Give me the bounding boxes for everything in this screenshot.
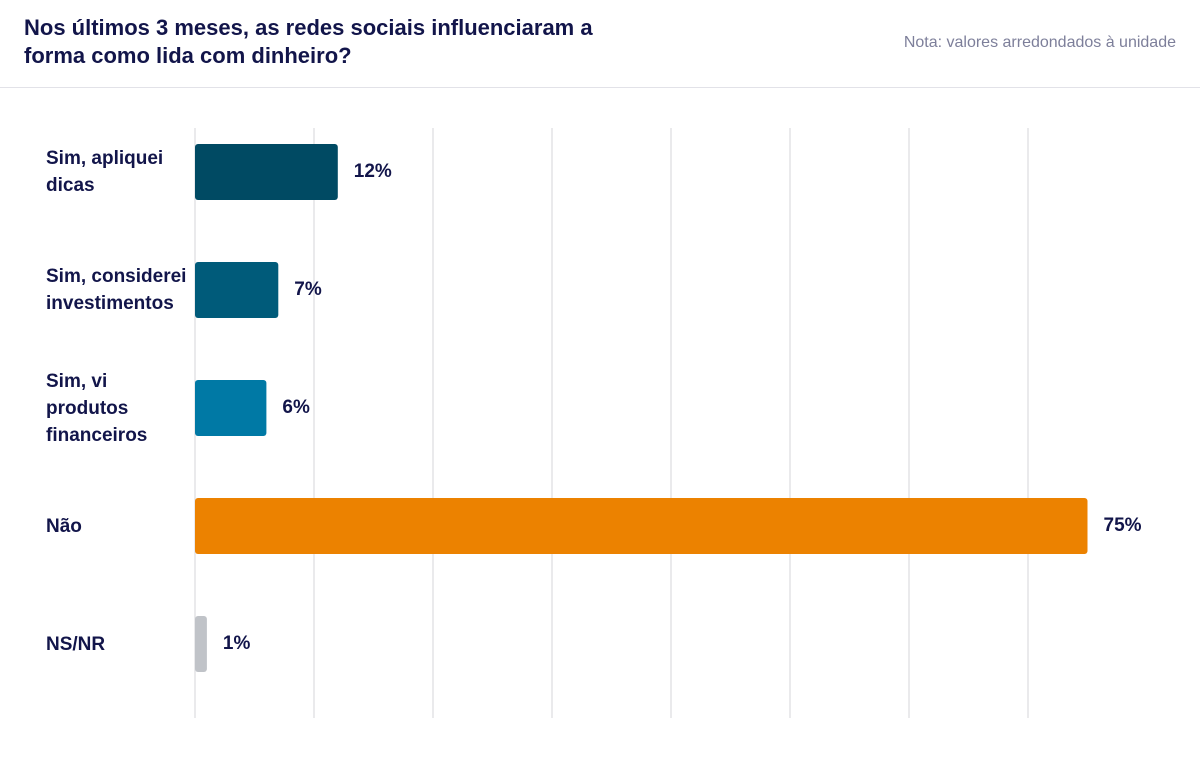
category-label: NS/NR [46,633,106,655]
bar [195,616,207,672]
note: Nota: valores arredondados à unidade [903,34,1176,51]
category-label: Sim, considerei investimentos [46,266,187,314]
category-label: Sim, vi produtos financeiros [46,370,148,446]
value-label: 12% [354,161,392,182]
bar [195,380,267,436]
category-label: Sim, apliquei dicas [46,148,164,196]
value-label: 1% [223,633,251,654]
value-label: 6% [282,397,310,418]
value-label: 7% [294,279,322,300]
bar [195,498,1088,554]
divider [0,87,1200,88]
category-label: Não [46,515,82,537]
value-label: 75% [1104,515,1142,536]
bar [195,262,279,318]
bar [195,144,338,200]
chart-title: Nos últimos 3 meses, as redes sociais in… [24,15,593,68]
